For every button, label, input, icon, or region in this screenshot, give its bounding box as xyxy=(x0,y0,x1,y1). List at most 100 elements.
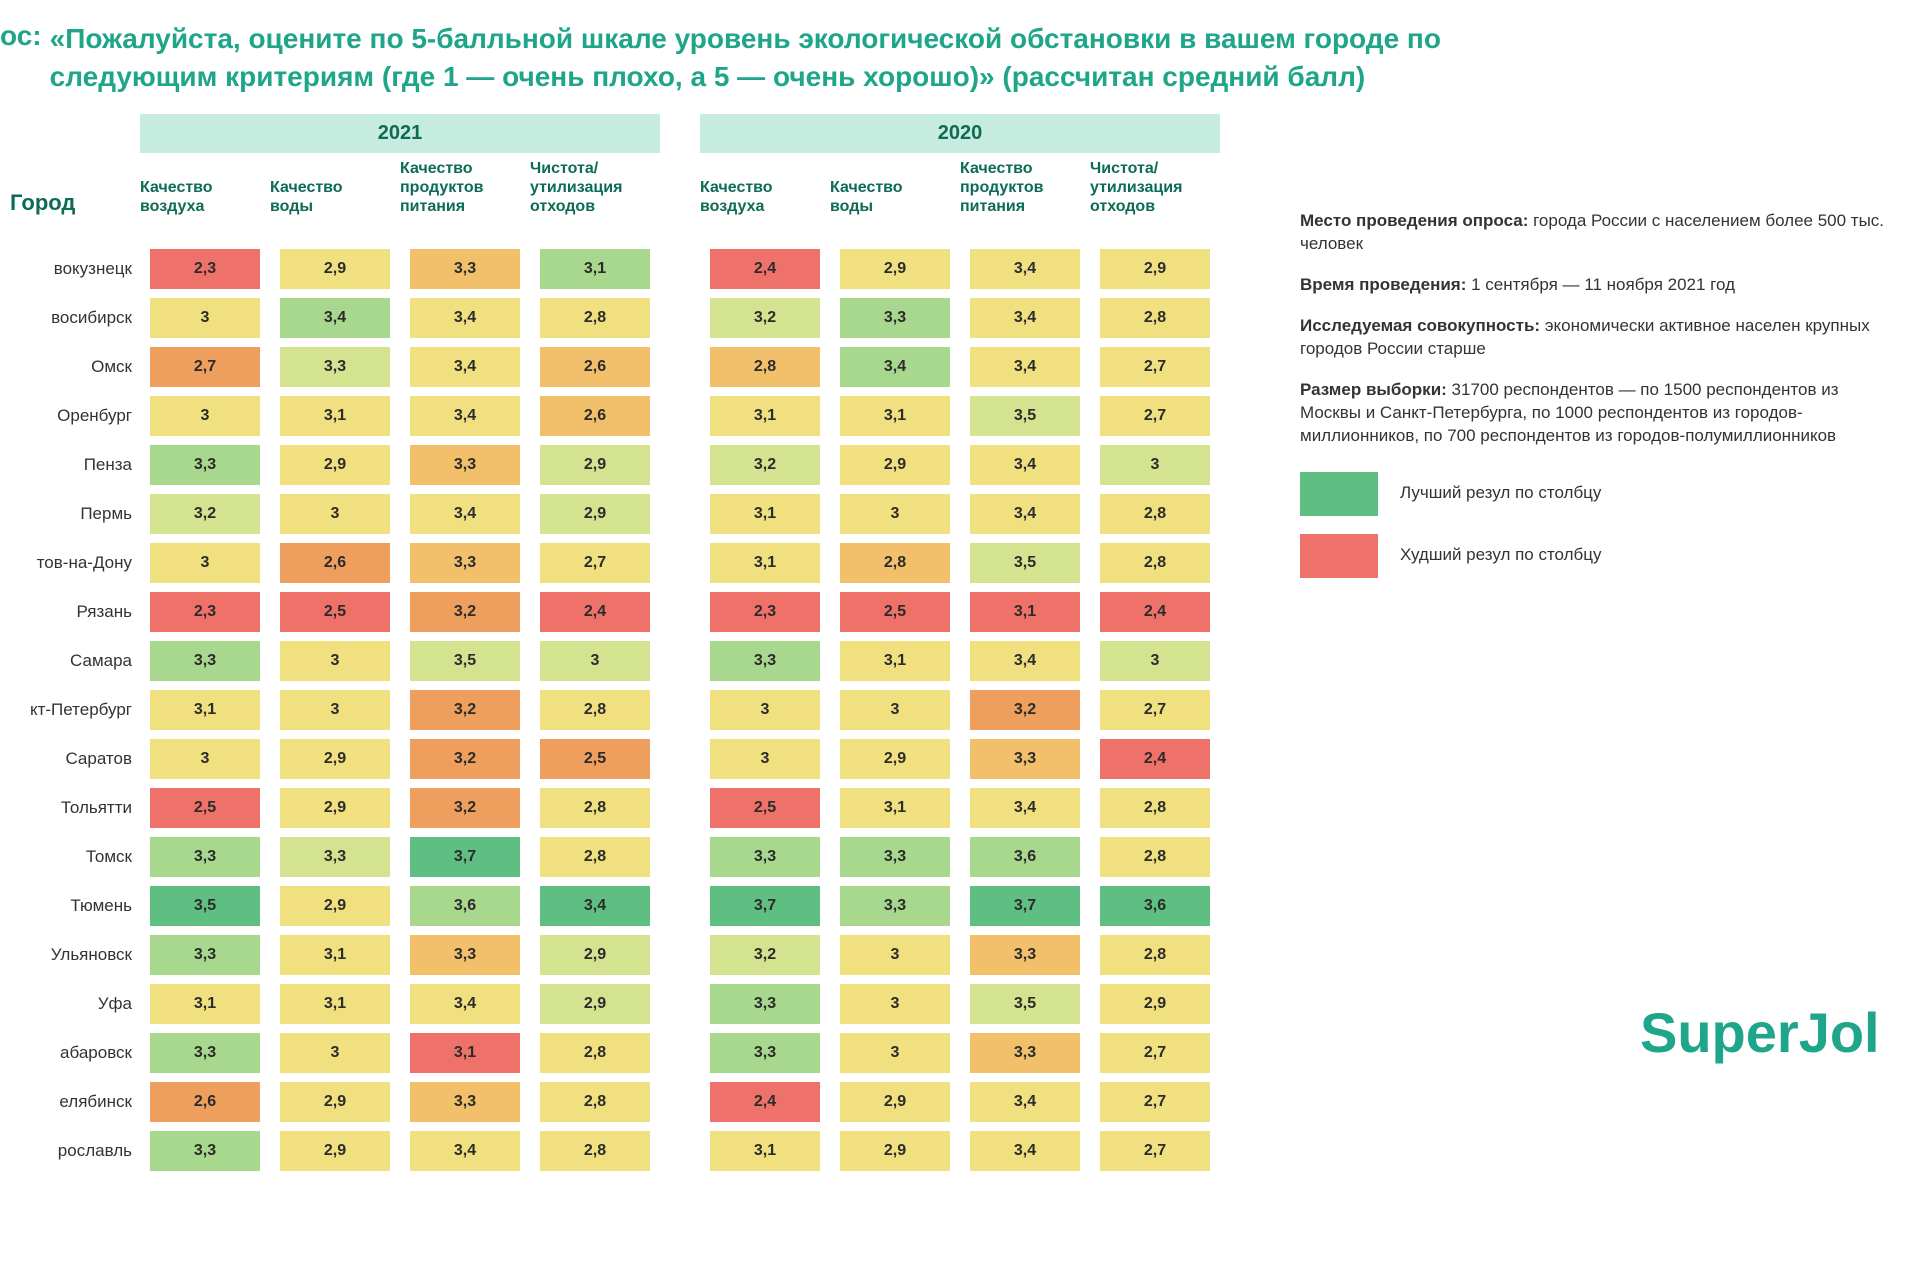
table-row: Томск3,33,33,72,83,33,33,62,8 xyxy=(0,832,1920,881)
heatmap-cell: 3,5 xyxy=(970,543,1080,583)
city-label: Пенза xyxy=(0,455,140,475)
heatmap-cell: 3,3 xyxy=(970,935,1080,975)
heatmap-cell: 3,2 xyxy=(410,788,520,828)
heatmap-cell: 3,1 xyxy=(840,788,950,828)
heatmap-cell: 3,3 xyxy=(840,837,950,877)
heatmap-cell: 2,4 xyxy=(710,249,820,289)
heatmap-cell: 2,4 xyxy=(540,592,650,632)
heatmap-cell: 2,5 xyxy=(280,592,390,632)
heatmap-cell: 3,2 xyxy=(710,935,820,975)
heatmap-cell: 2,8 xyxy=(540,788,650,828)
col-2021-2: Качество продуктов питания xyxy=(400,159,530,217)
heatmap-cell: 3 xyxy=(840,935,950,975)
heatmap-cell: 3,3 xyxy=(840,886,950,926)
heatmap-cell: 3 xyxy=(840,1033,950,1073)
side-size-label: Размер выборки: xyxy=(1300,380,1447,399)
heatmap-cell: 3,4 xyxy=(970,1131,1080,1171)
heatmap-cell: 3 xyxy=(540,641,650,681)
heatmap-cell: 3,4 xyxy=(970,249,1080,289)
city-label: вокузнецк xyxy=(0,259,140,279)
heatmap-cell: 3,4 xyxy=(410,494,520,534)
heatmap-cell: 3,1 xyxy=(840,396,950,436)
heatmap-cell: 2,9 xyxy=(840,739,950,779)
heatmap-cell: 2,8 xyxy=(840,543,950,583)
heatmap-cell: 3,3 xyxy=(410,935,520,975)
city-label: восибирск xyxy=(0,308,140,328)
heatmap-cell: 2,7 xyxy=(150,347,260,387)
col-2020-3: Чистота/ утилизация отходов xyxy=(1090,159,1220,217)
side-loc-label: Место проведения опроса: xyxy=(1300,211,1528,230)
heatmap-cell: 2,8 xyxy=(540,837,650,877)
side-time: Время проведения: 1 сентября — 11 ноября… xyxy=(1300,274,1900,297)
heatmap-cell: 2,5 xyxy=(540,739,650,779)
heatmap-cell: 3,4 xyxy=(840,347,950,387)
heatmap-cell: 3,4 xyxy=(280,298,390,338)
sidebar: Место проведения опроса: города России с… xyxy=(1300,210,1900,596)
heatmap-cell: 3,3 xyxy=(970,1033,1080,1073)
heatmap-cell: 3,2 xyxy=(150,494,260,534)
heatmap-cell: 3,6 xyxy=(970,837,1080,877)
heatmap-cell: 3,4 xyxy=(410,1131,520,1171)
heatmap-cell: 3,1 xyxy=(710,543,820,583)
heatmap-cell: 2,9 xyxy=(540,935,650,975)
heatmap-cell: 2,8 xyxy=(1100,543,1210,583)
heatmap-cell: 2,5 xyxy=(710,788,820,828)
legend: Лучший резул по столбцу Худший резул по … xyxy=(1300,472,1900,578)
heatmap-cell: 3,7 xyxy=(410,837,520,877)
heatmap-cell: 3,3 xyxy=(710,641,820,681)
heatmap-cell: 2,7 xyxy=(1100,1131,1210,1171)
heatmap-cell: 3,2 xyxy=(970,690,1080,730)
heatmap-cell: 2,8 xyxy=(1100,788,1210,828)
heatmap-cell: 3,2 xyxy=(710,298,820,338)
legend-worst-swatch xyxy=(1300,534,1378,578)
heatmap-cell: 2,6 xyxy=(280,543,390,583)
heatmap-cell: 3,2 xyxy=(410,739,520,779)
heatmap-cell: 3,2 xyxy=(410,690,520,730)
heatmap-cell: 3,1 xyxy=(150,984,260,1024)
heatmap-cell: 2,8 xyxy=(1100,298,1210,338)
heatmap-cell: 2,7 xyxy=(1100,690,1210,730)
heatmap-cell: 3 xyxy=(280,1033,390,1073)
heatmap-cell: 3,4 xyxy=(970,347,1080,387)
heatmap-cell: 3,6 xyxy=(1100,886,1210,926)
heatmap-cell: 2,7 xyxy=(1100,347,1210,387)
heatmap-cell: 2,7 xyxy=(1100,1082,1210,1122)
heatmap-cell: 2,8 xyxy=(1100,494,1210,534)
heatmap-cell: 3 xyxy=(280,690,390,730)
city-label: Рязань xyxy=(0,602,140,622)
heatmap-cell: 2,9 xyxy=(840,445,950,485)
heatmap-cell: 3,3 xyxy=(280,837,390,877)
col-2021-0: Качество воздуха xyxy=(140,178,270,216)
heatmap-cell: 2,6 xyxy=(540,396,650,436)
heatmap-cell: 2,3 xyxy=(150,592,260,632)
heatmap-cell: 3 xyxy=(710,690,820,730)
heatmap-cell: 2,8 xyxy=(540,690,650,730)
heatmap-cell: 2,7 xyxy=(1100,396,1210,436)
heatmap-cell: 2,9 xyxy=(280,739,390,779)
heatmap-cell: 3,3 xyxy=(150,1033,260,1073)
side-size: Размер выборки: 31700 респондентов — по … xyxy=(1300,379,1900,448)
heatmap-cell: 3,4 xyxy=(410,396,520,436)
heatmap-cell: 2,9 xyxy=(280,249,390,289)
heatmap-cell: 3,3 xyxy=(150,641,260,681)
heatmap-cell: 3,1 xyxy=(710,494,820,534)
city-label: абаровск xyxy=(0,1043,140,1063)
heatmap-cell: 2,5 xyxy=(840,592,950,632)
heatmap-cell: 3,6 xyxy=(410,886,520,926)
heatmap-cell: 2,9 xyxy=(280,886,390,926)
heatmap-cell: 3 xyxy=(150,396,260,436)
heatmap-cell: 3,4 xyxy=(970,788,1080,828)
heatmap-cell: 3 xyxy=(840,984,950,1024)
heatmap-cell: 2,8 xyxy=(1100,837,1210,877)
heatmap-cell: 3,1 xyxy=(280,935,390,975)
heatmap-cell: 3,3 xyxy=(710,837,820,877)
legend-best: Лучший резул по столбцу xyxy=(1300,472,1900,516)
city-label: кт-Петербург xyxy=(0,700,140,720)
heatmap-cell: 2,8 xyxy=(540,1131,650,1171)
heatmap-cell: 3,1 xyxy=(970,592,1080,632)
heatmap-cell: 2,9 xyxy=(1100,984,1210,1024)
heatmap-cell: 3,3 xyxy=(150,445,260,485)
heatmap-cell: 2,3 xyxy=(150,249,260,289)
heatmap-cell: 3 xyxy=(840,690,950,730)
heatmap-cell: 3,5 xyxy=(150,886,260,926)
